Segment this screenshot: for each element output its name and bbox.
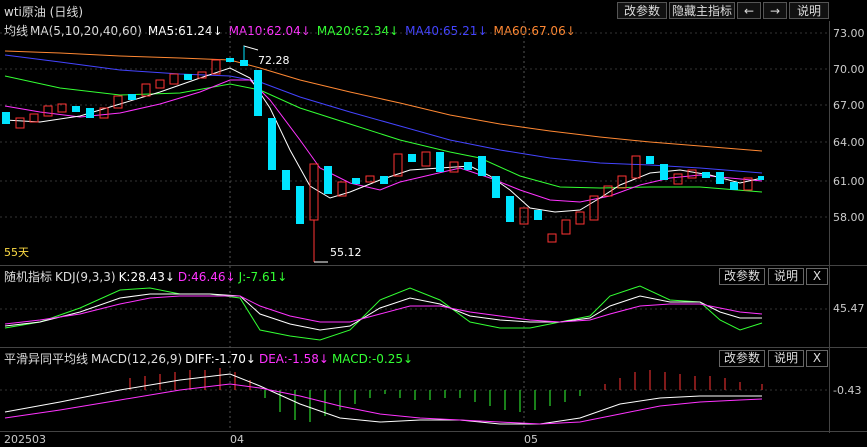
- kdj-close-button[interactable]: X: [806, 268, 828, 285]
- ma5-value: MA5:61.24↓: [147, 24, 223, 38]
- y-tick-67: 67.00: [833, 99, 865, 112]
- ma5-line: [4, 67, 763, 213]
- macd-edit-params-button[interactable]: 改参数: [719, 350, 765, 367]
- prev-arrow-button[interactable]: ←: [737, 2, 761, 19]
- ma10-line: [4, 79, 763, 203]
- ma10-value: MA10:62.04↓: [228, 24, 311, 38]
- kdj-d-line: [4, 295, 763, 325]
- x-label-04: 04: [230, 433, 244, 446]
- kdj-k-line: [4, 293, 762, 331]
- kdj-d-value: D:46.46↓: [177, 270, 236, 284]
- x-label-202503: 202503: [4, 433, 46, 446]
- ma20-value: MA20:62.34↓: [316, 24, 400, 38]
- ma-legend: 均线 MA(5,10,20,40,60) MA5:61.24↓ MA10:62.04↓…: [4, 22, 582, 39]
- kdj-params: KDJ(9,3,3): [55, 270, 116, 284]
- macd-help-button[interactable]: 说明: [768, 350, 804, 367]
- candlesticks: [2, 58, 764, 243]
- y-tick-58: 58.00: [833, 211, 865, 224]
- low-price-label: 55.12: [330, 246, 362, 259]
- ma-label: 均线: [4, 24, 29, 38]
- kdj-title: 随机指标 KDJ(9,3,3) K:28.43↓ D:46.46↓ J:-7.61↓: [4, 268, 293, 285]
- high-price-label: 72.28: [258, 54, 290, 67]
- next-arrow-button[interactable]: →: [763, 2, 787, 19]
- main-gridlines: [0, 32, 829, 391]
- kdj-k-value: K:28.43↓: [118, 270, 175, 284]
- ma40-line: [4, 54, 763, 174]
- macd-dea-value: DEA:-1.58↓: [258, 352, 329, 366]
- y-axis-line: [829, 21, 830, 433]
- macd-diff-value: DIFF:-1.70↓: [185, 352, 256, 366]
- main-kdj-divider: [0, 265, 867, 266]
- chart-title: wti原油 (日线): [4, 5, 84, 19]
- kdj-j-value: J:-7.61↓: [238, 270, 288, 284]
- high-marker: [243, 45, 259, 51]
- kdj-j-line: [4, 285, 763, 341]
- days-label: 55天: [4, 246, 29, 259]
- macd-y-tick: -0.43: [833, 384, 862, 397]
- ma-params: MA(5,10,20,40,60): [30, 24, 142, 38]
- macd-dea-line: [4, 383, 763, 425]
- hide-main-indicator-button[interactable]: 隐藏主指标: [669, 2, 735, 19]
- kdj-macd-divider: [0, 347, 867, 348]
- ma20-line: [4, 75, 763, 193]
- y-tick-73: 73.00: [833, 27, 865, 40]
- macd-hist-value: MACD:-0.25↓: [331, 352, 414, 366]
- edit-params-button[interactable]: 改参数: [617, 2, 667, 19]
- kdj-help-button[interactable]: 说明: [768, 268, 804, 285]
- kdj-y-tick: 45.47: [833, 302, 865, 315]
- macd-histogram: [129, 368, 763, 422]
- macd-params: MACD(12,26,9): [91, 352, 183, 366]
- x-label-05: 05: [524, 433, 538, 446]
- macd-diff-line: [4, 373, 762, 425]
- x-axis-line: [0, 431, 867, 432]
- help-button[interactable]: 说明: [789, 2, 829, 19]
- y-tick-70: 70.00: [833, 63, 865, 76]
- ma60-line: [4, 50, 763, 152]
- y-tick-64: 64.00: [833, 136, 865, 149]
- month-gridlines: [229, 21, 525, 431]
- macd-name: 平滑异同平均线: [4, 352, 89, 366]
- kdj-edit-params-button[interactable]: 改参数: [719, 268, 765, 285]
- macd-close-button[interactable]: X: [806, 350, 828, 367]
- ma60-value: MA60:67.06↓: [493, 24, 576, 38]
- macd-title: 平滑异同平均线 MACD(12,26,9) DIFF:-1.70↓ DEA:-1.58…: [4, 350, 419, 367]
- ma40-value: MA40:65.21↓: [405, 24, 488, 38]
- kdj-name: 随机指标: [4, 270, 53, 284]
- y-tick-61: 61.00: [833, 175, 865, 188]
